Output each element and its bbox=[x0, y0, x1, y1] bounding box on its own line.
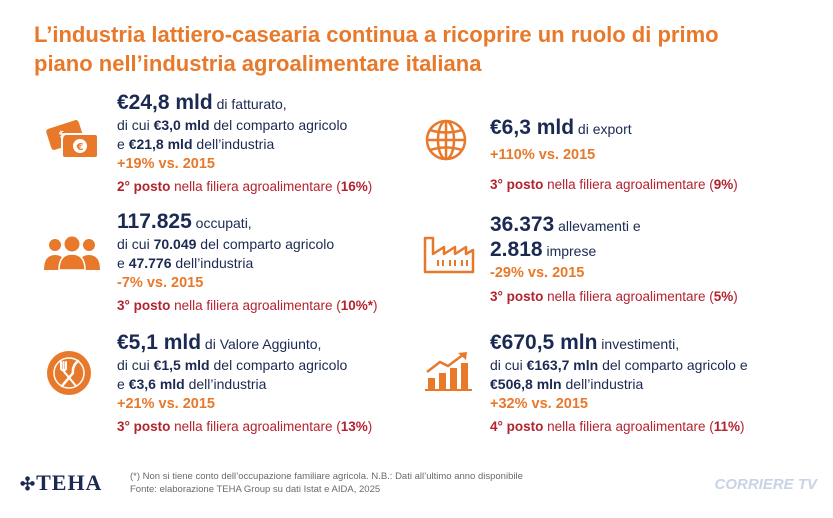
export-value: €6,3 mld bbox=[490, 116, 575, 139]
valore-growth: +21% vs. 2015 bbox=[117, 396, 215, 412]
growth-chart-icon bbox=[424, 350, 474, 397]
export-rank: 3° posto nella filiera agroalimentare (9… bbox=[490, 177, 738, 192]
fatturato-block: €24,8 mld di fatturato, di cui €3,0 mld … bbox=[117, 91, 373, 197]
valore-value: €5,1 mld bbox=[117, 331, 202, 354]
allevamenti-rank: 3° posto nella filiera agroalimentare (5… bbox=[490, 289, 738, 304]
fork-knife-icon bbox=[46, 350, 92, 401]
valore-block: €5,1 mld di Valore Aggiunto, di cui €1,5… bbox=[117, 331, 373, 437]
footnote-note: (*) Non si tiene conto dell’occupazione … bbox=[130, 471, 523, 482]
investimenti-growth: +32% vs. 2015 bbox=[490, 396, 588, 412]
footnote-source: Fonte: elaborazione TEHA Group su dati I… bbox=[130, 484, 381, 495]
teha-mark-icon: ✣ bbox=[20, 474, 37, 494]
fatturato-growth: +19% vs. 2015 bbox=[117, 156, 215, 172]
export-growth: +110% vs. 2015 bbox=[490, 147, 596, 163]
globe-icon bbox=[424, 118, 468, 167]
money-icon: € $ bbox=[44, 118, 102, 169]
occupati-block: 117.825 occupati, di cui 70.049 del comp… bbox=[117, 210, 378, 316]
investimenti-block: €670,5 mln investimenti, di cui €163,7 m… bbox=[490, 331, 748, 437]
occupati-growth: -7% vs. 2015 bbox=[117, 275, 204, 291]
watermark: CORRIERE TV bbox=[714, 476, 817, 493]
svg-text:€: € bbox=[76, 142, 84, 153]
fatturato-rank: 2° posto nella filiera agroalimentare (1… bbox=[117, 179, 373, 194]
page-title: L’industria lattiero-casearia continua a… bbox=[34, 22, 719, 76]
fatturato-value: €24,8 mld bbox=[117, 91, 213, 114]
export-block: €6,3 mld di export +110% vs. 2015 3° pos… bbox=[490, 116, 738, 195]
investimenti-rank: 4° posto nella filiera agroalimentare (1… bbox=[490, 419, 745, 434]
factory-icon bbox=[422, 234, 476, 279]
occupati-rank: 3° posto nella filiera agroalimentare (1… bbox=[117, 298, 378, 313]
valore-rank: 3° posto nella filiera agroalimentare (1… bbox=[117, 419, 373, 434]
occupati-value: 117.825 bbox=[117, 210, 192, 233]
investimenti-value: €670,5 mln bbox=[490, 331, 598, 354]
imprese-value: 2.818 bbox=[490, 238, 543, 261]
footnote: (*) Non si tiene conto dell’occupazione … bbox=[130, 470, 523, 496]
allevamenti-block: 36.373 allevamenti e 2.818 imprese -29% … bbox=[490, 213, 738, 307]
allevamenti-value: 36.373 bbox=[490, 213, 555, 236]
teha-logo: ✣TEHA bbox=[20, 470, 103, 495]
people-icon bbox=[42, 236, 102, 277]
svg-text:$: $ bbox=[58, 129, 67, 140]
allevamenti-growth: -29% vs. 2015 bbox=[490, 265, 585, 281]
